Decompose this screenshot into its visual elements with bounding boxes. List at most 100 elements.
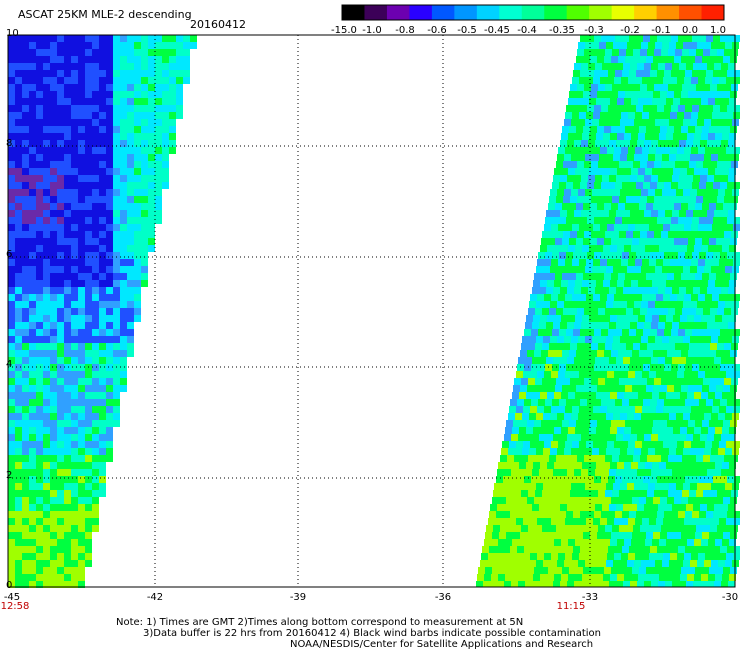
swath-cell: [8, 224, 15, 231]
swath-cell: [176, 63, 183, 70]
swath-cell: [71, 441, 78, 448]
swath-cell: [628, 259, 635, 266]
swath-cell: [99, 462, 106, 469]
swath-cell: [641, 448, 648, 455]
swath-cell: [127, 84, 134, 91]
swath-cell: [641, 266, 648, 273]
swath-cell: [634, 413, 641, 420]
swath-cell: [694, 315, 701, 322]
swath-cell: [15, 308, 22, 315]
swath-cell: [628, 371, 635, 378]
swath-cell: [29, 161, 36, 168]
swath-cell: [29, 511, 36, 518]
swath-cell: [513, 532, 520, 539]
swath-cell: [15, 434, 22, 441]
swath-cell: [541, 238, 548, 245]
swath-cell: [537, 553, 544, 560]
swath-cell: [50, 483, 57, 490]
swath-cell: [647, 490, 654, 497]
swath-cell: [714, 287, 721, 294]
swath-cell: [589, 539, 596, 546]
swath-cell: [615, 252, 622, 259]
swath-cell: [609, 581, 616, 587]
swath-cell: [683, 119, 690, 126]
swath-cell: [554, 168, 561, 175]
swath-cell: [71, 98, 78, 105]
swath-cell: [716, 91, 723, 98]
swath-cell: [106, 182, 113, 189]
swath-cell: [113, 252, 120, 259]
swath-cell: [665, 63, 672, 70]
swath-cell: [590, 91, 597, 98]
swath-cell: [623, 504, 630, 511]
swath-cell: [8, 98, 15, 105]
swath-cell: [664, 70, 671, 77]
swath-cell: [22, 371, 29, 378]
swath-cell: [570, 378, 577, 385]
swath-cell: [730, 420, 737, 427]
swath-cell: [630, 504, 637, 511]
swath-cell: [570, 490, 577, 497]
swath-cell: [680, 280, 687, 287]
swath-cell: [36, 280, 43, 287]
swath-cell: [495, 518, 502, 525]
swath-cell: [134, 98, 141, 105]
swath-cell: [36, 497, 43, 504]
swath-cell: [29, 147, 36, 154]
swath-cell: [664, 546, 671, 553]
swath-cell: [15, 245, 22, 252]
swath-cell: [562, 420, 569, 427]
swath-cell: [50, 133, 57, 140]
swath-cell: [677, 112, 684, 119]
swath-cell: [29, 175, 36, 182]
swath-cell: [658, 581, 665, 587]
swath-cell: [43, 266, 50, 273]
swath-cell: [36, 525, 43, 532]
swath-cell: [551, 553, 558, 560]
swath-cell: [527, 497, 534, 504]
swath-cell: [15, 301, 22, 308]
swath-cell: [673, 462, 680, 469]
swath-cell: [36, 455, 43, 462]
swath-cell: [85, 84, 92, 91]
swath-cell: [670, 259, 677, 266]
swath-cell: [78, 84, 85, 91]
swath-cell: [613, 154, 620, 161]
swath-cell: [50, 448, 57, 455]
swath-cell: [15, 231, 22, 238]
swath-cell: [29, 77, 36, 84]
swath-cell: [50, 357, 57, 364]
swath-cell: [22, 448, 29, 455]
swath-cell: [29, 140, 36, 147]
swath-cell: [92, 308, 99, 315]
swath-cell: [113, 294, 120, 301]
swath-cell: [155, 91, 162, 98]
swath-cell: [683, 301, 690, 308]
swath-cell: [613, 413, 620, 420]
swath-cell: [683, 266, 690, 273]
swath-cell: [612, 196, 619, 203]
swath-cell: [527, 420, 534, 427]
swath-cell: [670, 224, 677, 231]
swath-cell: [578, 119, 585, 126]
swath-cell: [22, 553, 29, 560]
swath-cell: [92, 133, 99, 140]
swath-cell: [64, 553, 71, 560]
swath-cell: [608, 364, 615, 371]
swath-cell: [43, 91, 50, 98]
swath-cell: [679, 175, 686, 182]
swath-cell: [624, 98, 631, 105]
swath-cell: [613, 266, 620, 273]
swath-cell: [50, 455, 57, 462]
swath-cell: [183, 77, 190, 84]
swath-cell: [113, 49, 120, 56]
swath-cell: [659, 574, 666, 581]
swath-cell: [15, 532, 22, 539]
swath-cell: [127, 182, 134, 189]
swath-cell: [50, 98, 57, 105]
swath-cell: [628, 441, 635, 448]
swath-cell: [537, 406, 544, 413]
swath-cell: [713, 399, 720, 406]
swath-cell: [78, 574, 85, 581]
swath-cell: [29, 476, 36, 483]
